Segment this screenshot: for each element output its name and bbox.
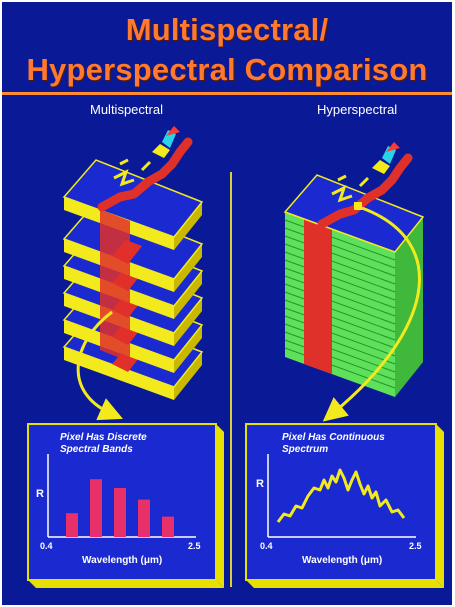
hs-caption-line-1: Pixel Has Continuous — [282, 432, 385, 443]
ms-band-bar — [90, 479, 102, 537]
ms-graph-panel — [27, 423, 224, 588]
multispectral-layer-stack — [62, 126, 204, 400]
ms-caption-line-1: Pixel Has Discrete — [60, 432, 147, 443]
title-rule — [2, 92, 452, 95]
ms-y-axis-label: R — [36, 488, 44, 500]
ms-band-bar — [114, 488, 126, 537]
title-line-2: Hyperspectral Comparison — [26, 52, 428, 87]
hs-x-min: 0.4 — [260, 541, 273, 551]
ms-band-bar — [66, 513, 78, 537]
hs-arrow — [322, 206, 421, 422]
hs-spectrum-curve — [276, 468, 406, 523]
hyperspectral-cube — [283, 142, 425, 397]
hs-x-max: 2.5 — [409, 541, 422, 551]
ms-caption-line-2: Spectral Bands — [60, 444, 133, 455]
ms-arrow — [76, 310, 123, 421]
multispectral-label: Multispectral — [90, 102, 163, 117]
ms-x-axis-label: Wavelength (μm) — [82, 555, 163, 566]
ms-x-min: 0.4 — [40, 541, 53, 551]
hyperspectral-label: Hyperspectral — [317, 102, 398, 117]
column-divider — [230, 172, 232, 587]
ms-x-max: 2.5 — [188, 541, 201, 551]
hs-y-axis-label: R — [256, 478, 264, 490]
hs-x-axis-label: Wavelength (μm) — [302, 555, 383, 566]
ms-band-bar — [138, 499, 150, 537]
ms-band-bar — [162, 516, 174, 537]
title-line-1: Multispectral/ — [125, 12, 329, 47]
hs-caption-line-2: Spectrum — [282, 444, 329, 455]
ms-bars — [66, 479, 174, 537]
hs-graph-panel — [245, 423, 444, 588]
ms-layer-top — [62, 126, 204, 250]
